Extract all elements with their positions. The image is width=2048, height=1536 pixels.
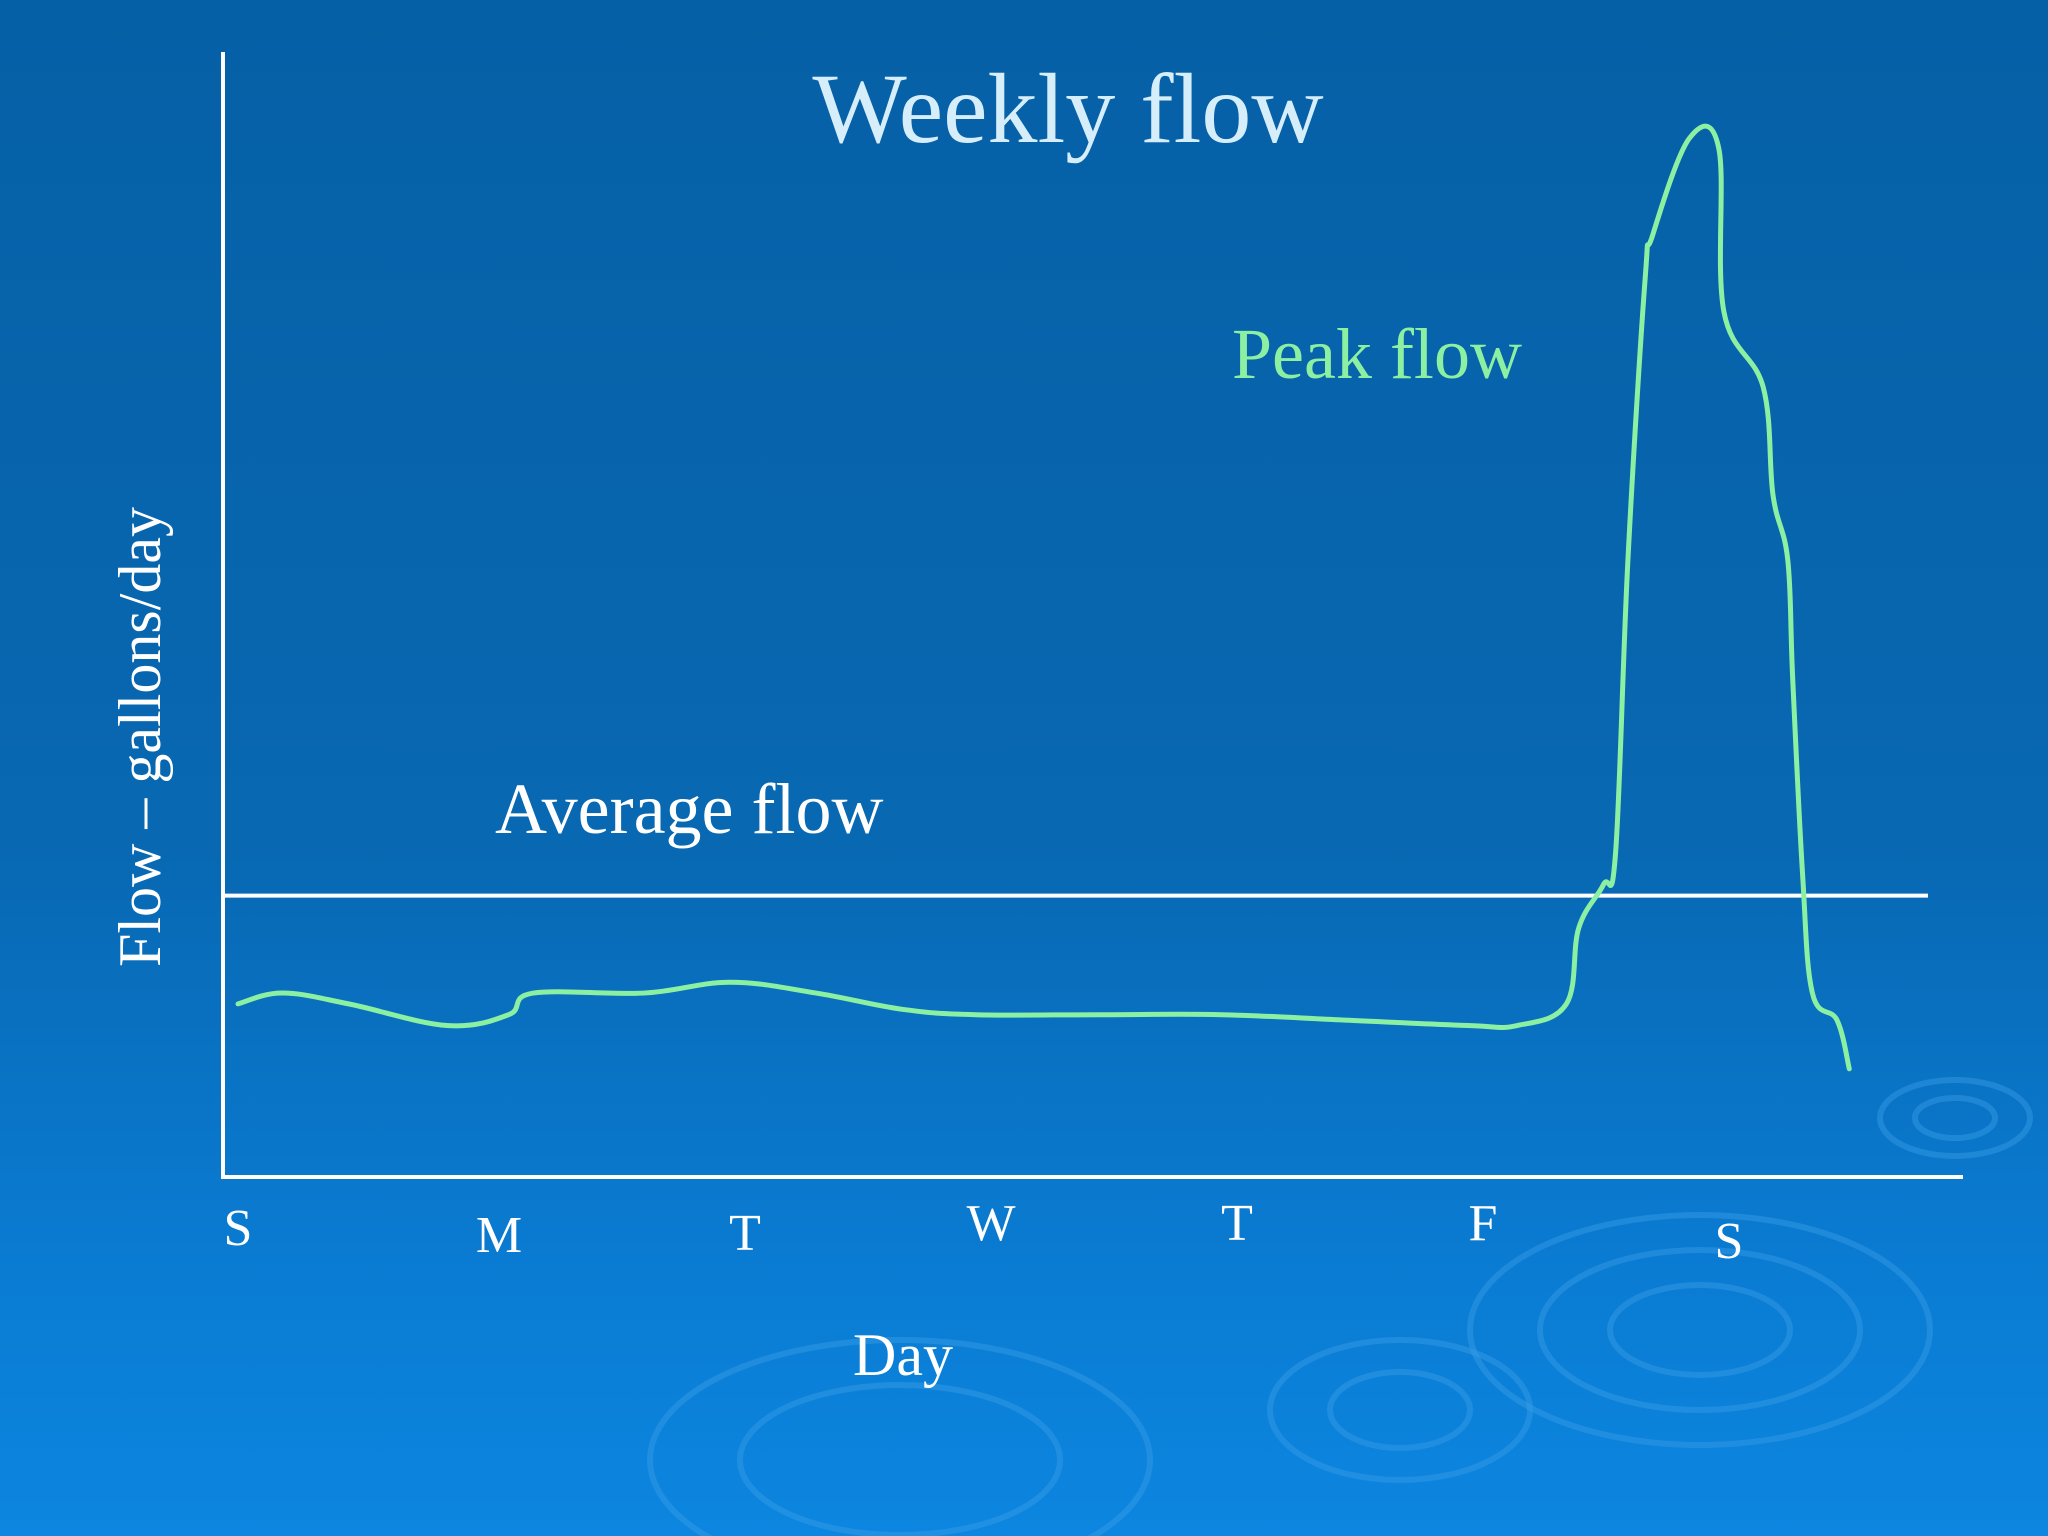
flow-series-line bbox=[235, 123, 1852, 1072]
y-axis-label: Flow – gallons/day bbox=[107, 507, 173, 967]
x-tick-label: T bbox=[1221, 1195, 1253, 1252]
x-tick-label: S bbox=[224, 1200, 253, 1257]
x-tick-label: F bbox=[1469, 1195, 1498, 1252]
ripple-decoration bbox=[647, 1077, 2033, 1536]
x-axis-label: Day bbox=[853, 1322, 953, 1388]
x-tick-label: W bbox=[966, 1195, 1015, 1252]
chart-title: Weekly flow bbox=[812, 53, 1323, 164]
x-tick-label: T bbox=[729, 1205, 761, 1262]
x-tick-label: M bbox=[476, 1207, 522, 1264]
peak-flow-label: Peak flow bbox=[1232, 314, 1522, 394]
x-tick-label: S bbox=[1715, 1213, 1744, 1270]
average-flow-label: Average flow bbox=[495, 769, 883, 849]
